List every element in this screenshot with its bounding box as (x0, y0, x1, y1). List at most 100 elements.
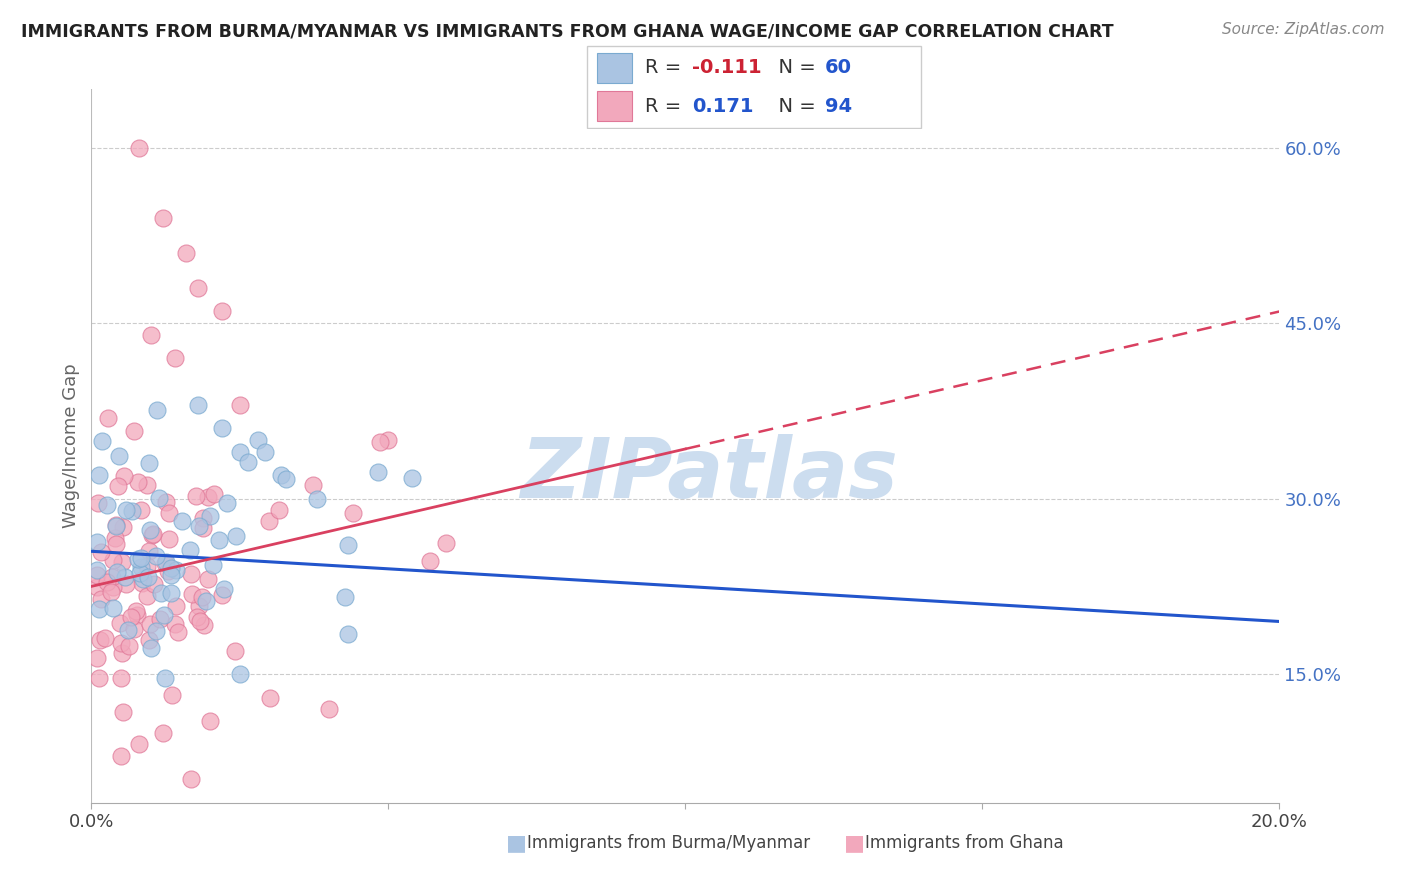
FancyBboxPatch shape (586, 46, 921, 128)
Point (186, 489, 208, 503)
Point (86, 568, 108, 582)
Y-axis label: Wage/Income Gap: Wage/Income Gap (62, 364, 80, 528)
Point (122, 424, 145, 438)
Point (90, 545, 112, 559)
Point (101, 570, 124, 584)
Point (419, 554, 441, 568)
Point (131, 575, 153, 590)
Point (337, 627, 360, 641)
Point (149, 586, 172, 600)
Point (193, 618, 215, 632)
Point (115, 503, 138, 517)
Point (111, 555, 134, 569)
Point (229, 445, 252, 459)
Point (148, 491, 170, 505)
Point (139, 327, 162, 342)
Point (117, 624, 139, 638)
Point (202, 487, 225, 501)
Point (152, 725, 174, 739)
Point (187, 599, 209, 613)
Point (187, 398, 209, 412)
Point (145, 624, 167, 638)
Point (90, 591, 112, 606)
Point (139, 523, 162, 537)
Point (141, 528, 163, 542)
Point (201, 558, 224, 572)
Point (89, 468, 111, 483)
Point (155, 671, 177, 685)
Point (160, 688, 183, 702)
Point (152, 607, 174, 622)
Point (274, 472, 297, 486)
Point (104, 531, 127, 545)
Point (104, 519, 127, 533)
Point (128, 141, 150, 155)
Text: ■: ■ (844, 833, 865, 853)
Point (145, 549, 167, 563)
Point (146, 402, 169, 417)
Text: N =: N = (766, 96, 823, 116)
Point (236, 455, 259, 469)
Point (105, 517, 128, 532)
Point (191, 590, 214, 604)
Point (97, 411, 120, 425)
Point (181, 587, 204, 601)
Text: Immigrants from Burma/Myanmar: Immigrants from Burma/Myanmar (527, 834, 810, 852)
Point (87, 671, 110, 685)
Point (188, 519, 211, 533)
Point (307, 491, 329, 506)
Point (157, 533, 180, 547)
Point (270, 468, 292, 483)
Point (152, 211, 174, 225)
Text: Source: ZipAtlas.com: Source: ZipAtlas.com (1222, 22, 1385, 37)
Point (112, 705, 135, 719)
Point (96, 498, 118, 512)
Point (165, 599, 187, 613)
Point (136, 559, 159, 574)
Point (110, 749, 132, 764)
Point (165, 616, 187, 631)
Point (114, 570, 136, 584)
Point (194, 594, 217, 608)
Point (128, 737, 150, 751)
Text: 60: 60 (824, 58, 852, 78)
Point (197, 572, 219, 586)
FancyBboxPatch shape (598, 91, 631, 120)
Point (333, 590, 356, 604)
Point (101, 601, 124, 615)
Point (104, 536, 127, 550)
Point (139, 640, 162, 655)
Point (107, 479, 129, 493)
Point (86, 534, 108, 549)
Point (108, 616, 131, 631)
Point (138, 569, 160, 583)
Point (217, 496, 239, 510)
Point (198, 509, 221, 524)
Point (155, 557, 177, 571)
Point (87, 496, 110, 510)
Point (129, 503, 152, 517)
Point (208, 533, 231, 547)
Point (87, 602, 110, 616)
Point (246, 433, 269, 447)
Point (159, 585, 181, 599)
Point (120, 610, 142, 624)
Text: ZIPatlas: ZIPatlas (520, 434, 898, 515)
Point (129, 550, 152, 565)
Point (90, 434, 112, 449)
Point (112, 469, 135, 483)
Point (100, 585, 122, 599)
Point (191, 520, 214, 534)
Point (93, 632, 115, 646)
Point (142, 527, 165, 541)
Point (229, 398, 252, 412)
Text: IMMIGRANTS FROM BURMA/MYANMAR VS IMMIGRANTS FROM GHANA WAGE/INCOME GAP CORRELATI: IMMIGRANTS FROM BURMA/MYANMAR VS IMMIGRA… (21, 22, 1114, 40)
Text: N =: N = (766, 58, 823, 78)
Point (336, 538, 359, 552)
Text: R =: R = (645, 58, 688, 78)
Point (155, 555, 177, 569)
Point (110, 671, 132, 685)
Point (105, 565, 128, 579)
Point (188, 614, 211, 628)
Point (131, 572, 153, 586)
